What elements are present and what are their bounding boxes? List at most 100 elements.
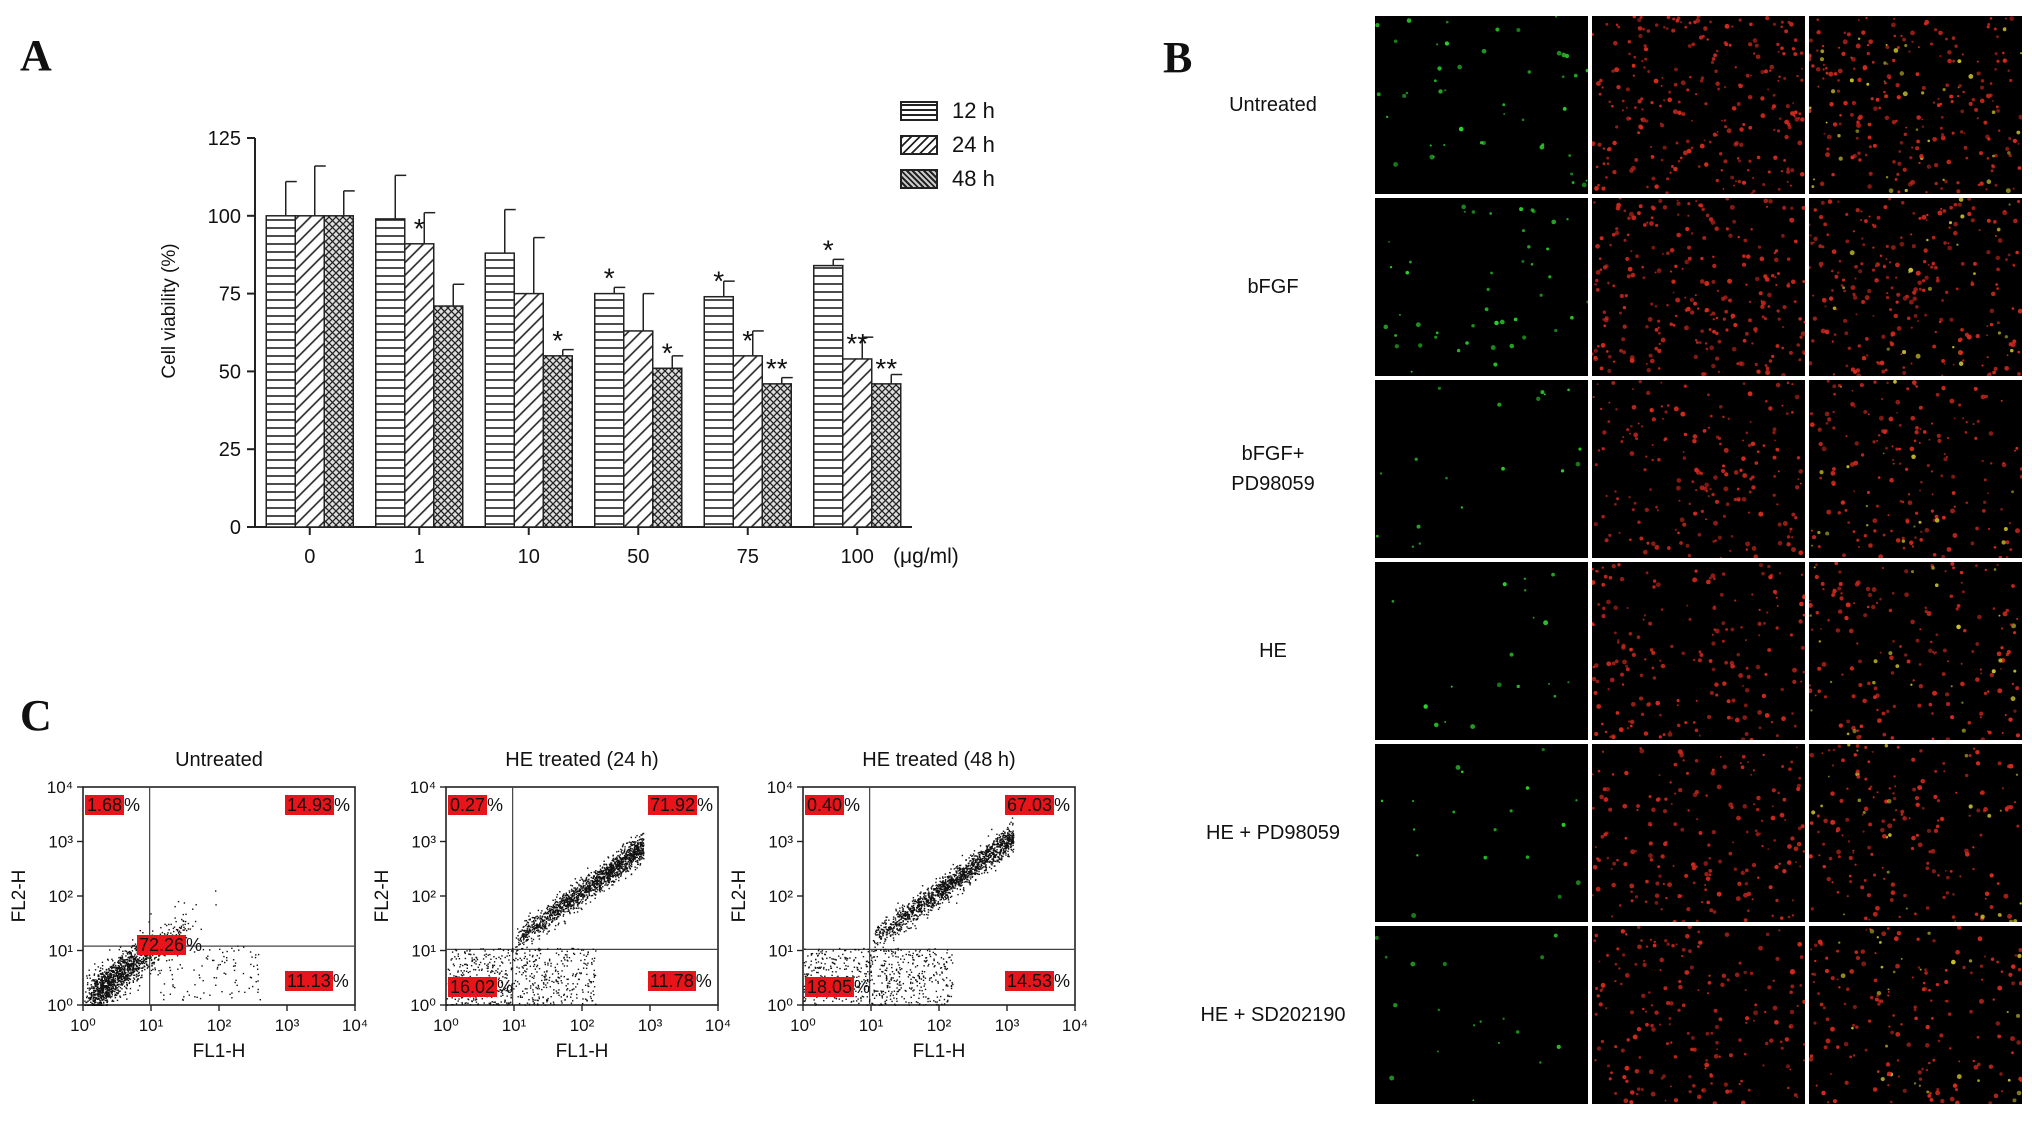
quadrant-upper-right-label: 67.03% <box>1005 795 1071 815</box>
event-dots <box>803 817 1015 1006</box>
x-tick-label: 10 <box>518 546 540 568</box>
y-tick-label: 10³ <box>768 833 793 852</box>
y-tick-label: 10³ <box>48 833 73 852</box>
row-label: HE + SD202190 <box>1200 1004 1346 1026</box>
x-tick-label: 10⁰ <box>433 1016 459 1035</box>
micrograph-dots <box>1592 16 1805 194</box>
quadrant-upper-right-label: 71.92% <box>648 795 714 815</box>
y-tick-label: 10¹ <box>48 942 73 961</box>
micrograph-dots <box>1809 744 2022 922</box>
micrograph-dots <box>1592 746 1805 922</box>
micrograph-cell <box>1592 16 1805 194</box>
bar <box>813 264 844 528</box>
bar <box>761 383 792 528</box>
y-tick-label: 10³ <box>411 833 436 852</box>
significance-marker: * <box>414 213 425 244</box>
row-label: Untreated <box>1229 94 1317 116</box>
row-label: HE <box>1259 640 1287 662</box>
quadrant-lower-left-label: 18.05% <box>805 977 871 997</box>
row-label: HE + PD98059 <box>1206 822 1340 844</box>
legend-swatch-48h <box>900 169 938 189</box>
bar <box>842 358 873 528</box>
panel-letter-b: B <box>1163 33 1193 82</box>
significance-marker: ** <box>846 328 868 359</box>
quadrant-lower-left-label: 16.02% <box>448 977 514 997</box>
x-unit-label: (μg/ml) <box>893 545 959 568</box>
quadrant-lower-right-label: 11.13% <box>285 971 349 991</box>
x-tick-label: 10⁴ <box>705 1016 731 1035</box>
y-tick-label: 75 <box>219 284 241 306</box>
y-tick-label: 10² <box>411 887 436 906</box>
bar <box>323 215 354 528</box>
significance-marker: * <box>552 325 563 356</box>
quadrant-lower-right-label: 11.78% <box>648 971 712 991</box>
legend-item: 12 h <box>900 98 995 124</box>
micrograph-dots <box>1391 572 1570 730</box>
x-tick-label: 10³ <box>995 1016 1020 1035</box>
y-tick-label: 10⁴ <box>47 778 73 797</box>
micrograph-dots <box>1592 563 1805 740</box>
micrograph-dots <box>1375 386 1582 548</box>
micrograph-dots <box>1809 198 2022 376</box>
x-tick-label: 10² <box>570 1016 595 1035</box>
legend-label: 48 h <box>952 166 995 191</box>
micrograph-cell <box>1809 198 2022 376</box>
y-tick-label: 10⁰ <box>47 996 73 1015</box>
bar <box>542 355 573 528</box>
micrograph-dots <box>1593 926 1805 1104</box>
x-tick-label: 100 <box>841 546 874 568</box>
y-tick-label: 10⁰ <box>410 996 436 1015</box>
bar <box>652 367 683 528</box>
micrograph-dots <box>1809 562 2021 740</box>
row-label: bFGF <box>1247 276 1299 298</box>
y-axis-label: FL2-H <box>9 870 30 923</box>
micrograph-cell <box>1375 562 1588 740</box>
x-tick-label: 10¹ <box>502 1016 527 1035</box>
micrograph-dots <box>1592 198 1805 376</box>
y-tick-label: 0 <box>230 517 241 539</box>
y-tick-label: 25 <box>219 439 241 461</box>
bar <box>404 243 435 528</box>
bar <box>294 215 325 528</box>
micrograph-cell <box>1592 380 1805 558</box>
micrograph-dots <box>1592 380 1804 558</box>
micrograph-cell <box>1592 198 1805 376</box>
y-tick-label: 10² <box>768 887 793 906</box>
x-tick-label: 10⁰ <box>790 1016 816 1035</box>
legend-label: 12 h <box>952 98 995 123</box>
quadrant-upper-left-label: 0.40% <box>805 795 861 815</box>
micrograph-cell <box>1809 562 2022 740</box>
micrograph-dots <box>1809 16 2022 194</box>
x-tick-label: 10⁴ <box>342 1016 368 1035</box>
legend-label: 24 h <box>952 132 995 157</box>
panel-letter-c: C <box>20 691 52 740</box>
significance-marker: * <box>662 337 673 368</box>
x-tick-label: 10¹ <box>859 1016 884 1035</box>
legend-item: 24 h <box>900 132 995 158</box>
x-tick-label: 10¹ <box>139 1016 164 1035</box>
bar <box>732 355 763 528</box>
event-dots <box>446 832 645 1006</box>
micrograph-cell <box>1809 380 2022 558</box>
significance-marker: * <box>823 235 834 266</box>
y-tick-label: 100 <box>208 206 241 228</box>
micrograph-cell <box>1809 744 2022 922</box>
bar <box>433 305 464 528</box>
y-axis-label: FL2-H <box>729 870 750 923</box>
legend-swatch-12h <box>900 101 938 121</box>
significance-marker: ** <box>875 353 897 384</box>
bar <box>623 330 654 528</box>
quadrant-upper-left-label: 1.68% <box>85 795 141 815</box>
x-tick-label: 75 <box>737 546 759 568</box>
x-tick-label: 50 <box>627 546 649 568</box>
y-tick-label: 10¹ <box>411 942 436 961</box>
micrograph-dots <box>1375 16 1588 188</box>
bar <box>594 292 625 528</box>
micrograph-dots <box>1809 926 2022 1104</box>
y-tick-label: 10⁴ <box>767 778 793 797</box>
y-tick-label: 10¹ <box>768 942 793 961</box>
significance-marker: * <box>604 263 615 294</box>
micrograph-cell <box>1375 744 1588 922</box>
